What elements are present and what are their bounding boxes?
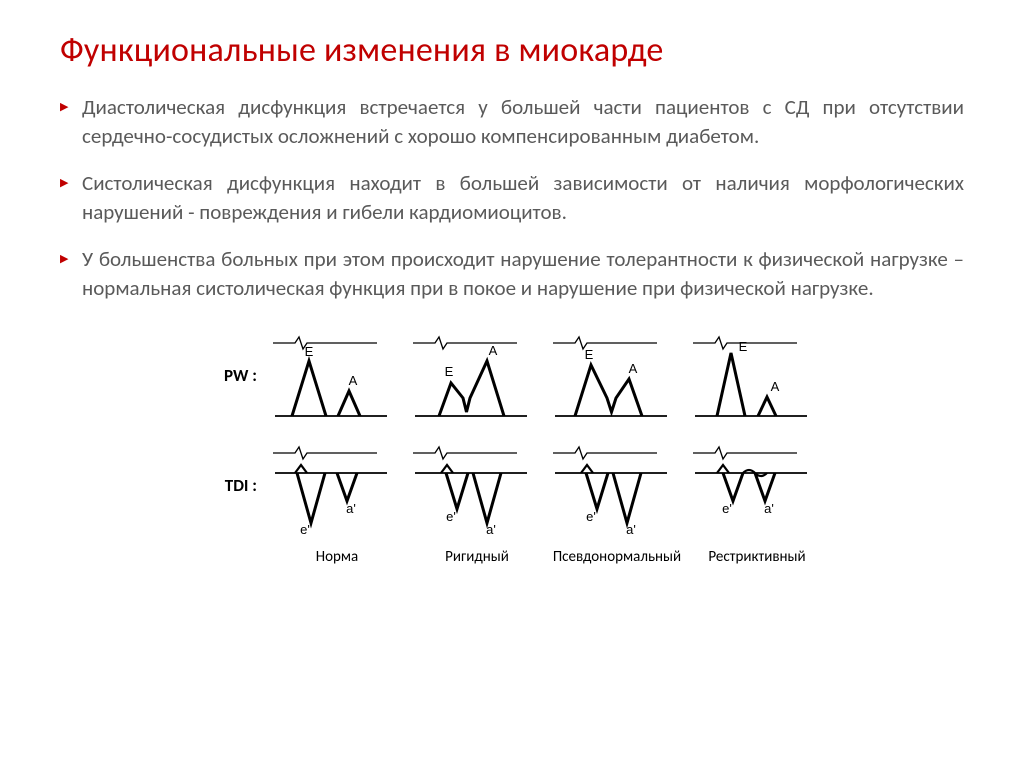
pw-cell-pseudo: EA [547, 321, 687, 431]
waveform-grid: PW : EA EA EA EA TDI : e'a' e'a' e'a' e'… [197, 321, 827, 569]
row-label-pw: PW : [224, 365, 267, 386]
svg-text:e': e' [586, 509, 596, 524]
tdi-cell-rigid: e' a' [407, 431, 547, 541]
svg-text:E: E [305, 344, 314, 359]
svg-text:a': a' [346, 501, 356, 516]
col-label: Ригидный [445, 548, 509, 566]
bullet-list: Диастолическая дисфункция встречается у … [60, 93, 964, 303]
bullet-item: Диастолическая дисфункция встречается у … [60, 93, 964, 151]
svg-text:A: A [349, 373, 358, 388]
col-label: Норма [316, 548, 358, 566]
svg-text:a': a' [486, 522, 496, 537]
svg-text:A: A [489, 343, 498, 358]
bullet-item: Систолическая дисфункция находит в больш… [60, 169, 964, 227]
tdi-cell-pseudo: e' a' [547, 431, 687, 541]
col-label: Псевдонормальный [553, 548, 681, 566]
pw-cell-restrict: EA [687, 321, 827, 431]
svg-text:e': e' [446, 509, 456, 524]
tdi-cell-norma: e' a' [267, 431, 407, 541]
bullet-item: У большенства больных при этом происходи… [60, 245, 964, 303]
slide-title: Функциональные изменения в миокарде [60, 30, 964, 71]
svg-text:a': a' [626, 522, 636, 537]
svg-text:e': e' [300, 522, 310, 537]
svg-text:E: E [739, 339, 748, 354]
pw-cell-norma: EA [267, 321, 407, 431]
pw-cell-rigid: EA [407, 321, 547, 431]
svg-text:E: E [585, 347, 594, 362]
svg-text:E: E [445, 364, 454, 379]
svg-text:a': a' [764, 501, 774, 516]
col-label: Рестриктивный [708, 548, 805, 566]
tdi-cell-restrict: e' a' [687, 431, 827, 541]
slide: Функциональные изменения в миокарде Диас… [0, 0, 1024, 767]
svg-text:e': e' [722, 501, 732, 516]
row-label-tdi: TDI : [225, 475, 267, 496]
svg-text:A: A [771, 379, 780, 394]
svg-text:A: A [629, 361, 638, 376]
waveform-figure: PW : EA EA EA EA TDI : e'a' e'a' e'a' e'… [60, 321, 964, 569]
